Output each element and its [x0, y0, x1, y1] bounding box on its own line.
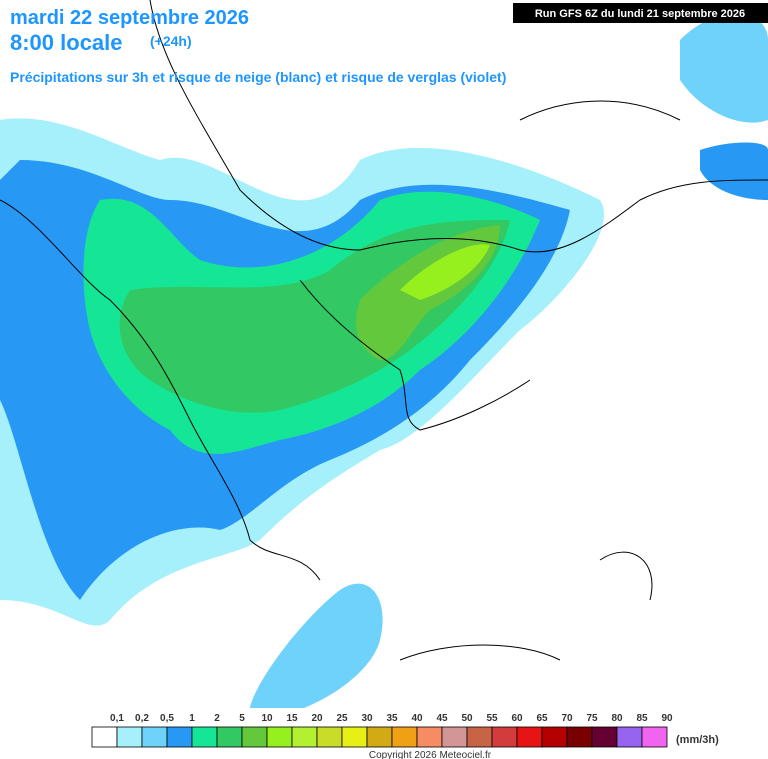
legend-swatch — [441, 726, 468, 748]
borders — [0, 0, 768, 661]
legend-swatch — [291, 726, 318, 748]
legend-label: 0,5 — [160, 713, 174, 724]
legend-swatch — [516, 726, 543, 748]
legend-swatch — [366, 726, 393, 748]
legend-label: 30 — [361, 713, 373, 724]
legend-label: 55 — [486, 713, 498, 724]
lead-time: (+24h) — [150, 33, 192, 49]
legend-swatch — [216, 726, 243, 748]
legend-swatch — [616, 726, 643, 748]
legend-label: 50 — [461, 713, 473, 724]
subtitle: Précipitations sur 3h et risque de neige… — [10, 69, 506, 85]
run-banner — [513, 3, 768, 23]
legend-swatch — [166, 726, 193, 748]
legend-label: 1 — [189, 713, 195, 724]
legend-label: 0,2 — [135, 713, 149, 724]
precipitation — [0, 13, 768, 720]
legend-swatch — [416, 726, 443, 748]
legend-swatch — [341, 726, 368, 748]
legend: 0,1 0,2 0,5 1 2 5 10 15 20 25 30 35 40 45 50 55 60 65 70 75… — [91, 713, 673, 748]
legend-label: 75 — [586, 713, 598, 724]
legend-label: 40 — [411, 713, 423, 724]
legend-swatch — [641, 726, 668, 748]
legend-label: 45 — [436, 713, 448, 724]
date: mardi 22 septembre 2026 — [10, 7, 249, 29]
legend-swatch — [566, 726, 593, 748]
legend-label: 5 — [239, 713, 245, 724]
legend-swatch — [191, 726, 218, 748]
legend-swatch — [466, 726, 493, 748]
run-info: Run GFS 6Z du lundi 21 septembre 2026 — [535, 8, 745, 20]
legend-label: 20 — [311, 713, 323, 724]
legend-label: 15 — [286, 713, 298, 724]
legend-swatch — [316, 726, 343, 748]
legend-label: 0,1 — [110, 713, 124, 724]
legend-label: 85 — [636, 713, 648, 724]
legend-label: 25 — [336, 713, 348, 724]
legend-swatch — [241, 726, 268, 748]
legend-swatch — [491, 726, 518, 748]
copyright: Copyright 2026 Meteociel.fr — [369, 750, 492, 759]
legend-label: 70 — [561, 713, 573, 724]
legend-label: 80 — [611, 713, 623, 724]
legend-swatch — [591, 726, 618, 748]
legend-label: 35 — [386, 713, 398, 724]
legend-label: 65 — [536, 713, 548, 724]
legend-label: 90 — [661, 713, 673, 724]
time: 8:00 locale — [10, 30, 123, 55]
legend-label: 2 — [214, 713, 220, 724]
legend-swatch — [141, 726, 168, 748]
legend-label: 60 — [511, 713, 523, 724]
legend-swatch — [391, 726, 418, 748]
legend-unit: (mm/3h) — [676, 734, 719, 746]
legend-label: 10 — [261, 713, 273, 724]
legend-swatch — [541, 726, 568, 748]
legend-swatch — [116, 726, 143, 748]
legend-swatch — [266, 726, 293, 748]
legend-swatch — [91, 726, 118, 748]
